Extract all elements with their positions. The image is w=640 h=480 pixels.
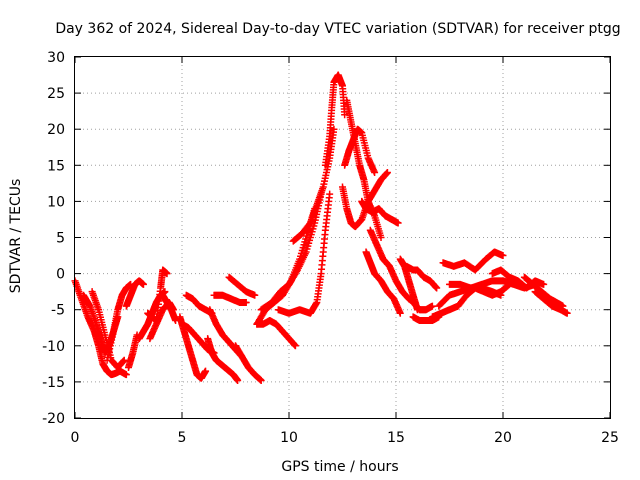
data-point <box>396 309 404 317</box>
data-point <box>251 291 259 299</box>
series-arc39 <box>488 266 548 292</box>
x-axis-label: GPS time / hours <box>281 459 398 475</box>
axis-ticks: 0 5 10 15 20 25 -20 -15 -10 -5 0 5 10 15 20 25 30 <box>42 50 619 446</box>
series-arc17 <box>232 342 265 384</box>
x-tick-label: 5 <box>178 430 187 446</box>
series-arc24 <box>321 71 349 169</box>
series-arc8 <box>144 266 171 325</box>
data-point <box>257 376 265 384</box>
series-arc18 <box>225 273 259 299</box>
data-point <box>433 284 441 292</box>
series-arc40 <box>520 273 567 310</box>
x-tick-label: 20 <box>494 430 512 446</box>
x-tick-label: 10 <box>280 430 298 446</box>
series-arc38 <box>446 280 505 299</box>
data-point <box>497 291 505 299</box>
data-point <box>120 356 128 364</box>
data-point <box>377 234 385 241</box>
x-tick-label: 25 <box>601 430 619 446</box>
y-tick-label: -20 <box>42 411 65 427</box>
series-arc14 <box>204 335 242 384</box>
y-tick-label: 5 <box>56 231 65 247</box>
data-point <box>139 280 147 288</box>
data-point <box>383 169 391 177</box>
grid <box>75 57 610 418</box>
y-tick-label: 15 <box>47 158 65 174</box>
x-tick-label: 15 <box>387 430 405 446</box>
data-point <box>394 219 402 227</box>
series-arc29 <box>362 248 404 317</box>
series-arc33 <box>409 298 436 314</box>
data-point <box>563 309 571 317</box>
y-axis-label: SDTVAR / TECUs <box>8 179 24 294</box>
series-arc6 <box>125 331 141 371</box>
y-tick-label: -5 <box>51 303 65 319</box>
x-tick-label: 0 <box>71 430 80 446</box>
y-tick-label: 0 <box>56 267 65 283</box>
data-point <box>242 298 250 306</box>
y-tick-label: -15 <box>42 375 65 391</box>
data-marks <box>71 71 571 384</box>
series-arc10 <box>159 291 180 325</box>
y-tick-label: 20 <box>47 122 65 138</box>
data-point <box>122 371 130 379</box>
series-arc22 <box>274 190 334 317</box>
series-arc32 <box>403 262 441 292</box>
series-arc28 <box>358 197 402 227</box>
data-point <box>540 280 548 288</box>
data-point <box>326 190 334 198</box>
data-point <box>291 342 299 350</box>
y-tick-label: 10 <box>47 194 65 210</box>
data-point <box>163 270 171 278</box>
data-point <box>371 169 379 177</box>
chart-title: Day 362 of 2024, Sidereal Day-to-day VTE… <box>55 21 620 37</box>
series-arc5 <box>122 277 147 310</box>
y-tick-label: -10 <box>42 339 65 355</box>
y-tick-label: 30 <box>47 50 65 66</box>
data-point <box>234 376 242 384</box>
series-arc3 <box>88 288 128 371</box>
y-tick-label: 25 <box>47 86 65 102</box>
data-point <box>428 302 436 310</box>
series-arc4 <box>103 280 135 364</box>
data-point <box>330 125 338 133</box>
data-point <box>202 367 210 375</box>
series-arc37 <box>439 248 507 274</box>
data-point <box>499 252 507 260</box>
plot-frame <box>74 56 611 419</box>
series-arc41 <box>531 288 571 317</box>
series-arc16 <box>210 291 250 306</box>
